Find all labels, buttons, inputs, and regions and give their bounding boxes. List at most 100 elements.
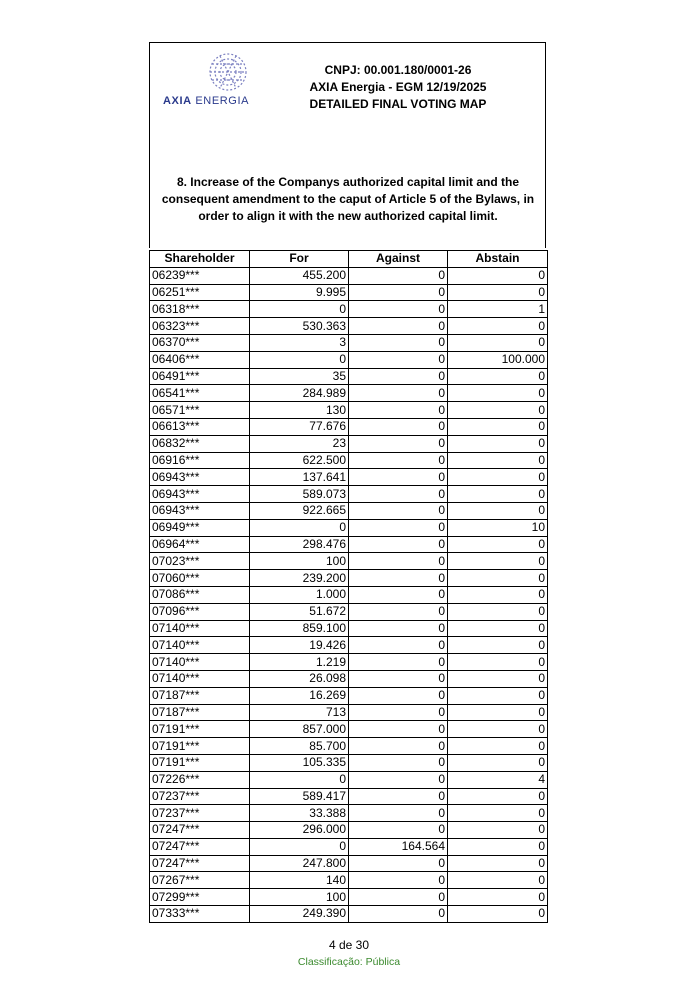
cell-shareholder: 07237***: [149, 787, 250, 806]
table-row: 06571*** 130 0 0: [149, 401, 548, 419]
cell-shareholder: 07191***: [149, 720, 250, 739]
cell-for: 589.073: [249, 485, 349, 503]
cell-shareholder: 06370***: [149, 333, 250, 352]
cell-against: 0: [348, 653, 448, 671]
cell-abstain: 0: [447, 837, 548, 856]
cell-against: 0: [348, 753, 448, 772]
cell-against: 0: [348, 518, 448, 537]
cell-against: 0: [348, 451, 448, 470]
cell-for: 26.098: [249, 669, 349, 688]
cell-for: 296.000: [249, 821, 349, 839]
cell-shareholder: 07140***: [149, 619, 250, 638]
cell-shareholder: 06251***: [149, 283, 250, 302]
cell-shareholder: 06964***: [149, 535, 250, 554]
cell-shareholder: 06943***: [149, 501, 250, 520]
cell-shareholder: 07187***: [149, 703, 250, 722]
cell-against: 0: [348, 569, 448, 587]
cell-for: 0: [249, 518, 349, 537]
table-row: 06832*** 23 0 0: [149, 434, 548, 453]
cell-shareholder: 07247***: [149, 854, 250, 873]
table-row: 06943*** 589.073 0 0: [149, 485, 548, 503]
table-row: 07267*** 140 0 0: [149, 871, 548, 890]
cell-shareholder: 07191***: [149, 753, 250, 772]
cell-against: 0: [348, 770, 448, 789]
cell-for: 530.363: [249, 317, 349, 335]
cell-abstain: 10: [447, 518, 548, 537]
cell-shareholder: 07237***: [149, 804, 250, 823]
cell-abstain: 0: [447, 653, 548, 671]
cell-against: 0: [348, 501, 448, 520]
table-row: 06406*** 0 0 100.000: [149, 350, 548, 369]
table-row: 07096*** 51.672 0 0: [149, 602, 548, 621]
cell-abstain: 0: [447, 367, 548, 386]
cell-for: 1.219: [249, 653, 349, 671]
cell-for: 35: [249, 367, 349, 386]
cell-shareholder: 06943***: [149, 485, 250, 503]
cell-against: 0: [348, 401, 448, 419]
cell-for: 857.000: [249, 720, 349, 739]
cell-shareholder: 07140***: [149, 653, 250, 671]
cell-for: 23: [249, 434, 349, 453]
cell-shareholder: 06571***: [149, 401, 250, 419]
table-row: 06613*** 77.676 0 0: [149, 417, 548, 436]
cell-abstain: 0: [447, 266, 548, 285]
table-row: 07140*** 1.219 0 0: [149, 653, 548, 671]
cell-against: 0: [348, 300, 448, 319]
cell-against: 164.564: [348, 837, 448, 856]
cell-abstain: 0: [447, 888, 548, 907]
cell-for: 0: [249, 770, 349, 789]
cell-abstain: 0: [447, 417, 548, 436]
cell-shareholder: 07333***: [149, 905, 250, 923]
cell-abstain: 0: [447, 317, 548, 335]
cell-abstain: 0: [447, 804, 548, 823]
table-row: 06943*** 922.665 0 0: [149, 501, 548, 520]
table-row: 06239*** 455.200 0 0: [149, 266, 548, 285]
cell-shareholder: 06541***: [149, 384, 250, 403]
table-row: 07191*** 105.335 0 0: [149, 753, 548, 772]
cell-against: 0: [348, 333, 448, 352]
cell-against: 0: [348, 703, 448, 722]
cell-shareholder: 07247***: [149, 821, 250, 839]
table-row: 07187*** 16.269 0 0: [149, 686, 548, 705]
cell-abstain: 0: [447, 485, 548, 503]
cell-abstain: 0: [447, 686, 548, 705]
cell-against: 0: [348, 720, 448, 739]
voting-table: Shareholder For Against Abstain 06239***…: [149, 250, 548, 923]
table-row: 06318*** 0 0 1: [149, 300, 548, 319]
cell-shareholder: 06949***: [149, 518, 250, 537]
cell-abstain: 0: [447, 854, 548, 873]
table-header-row: Shareholder For Against Abstain: [149, 250, 548, 268]
table-body: 06239*** 455.200 0 0 06251*** 9.995 0 0 06318***…: [149, 266, 548, 923]
table-row: 07060*** 239.200 0 0: [149, 569, 548, 587]
table-row: 07140*** 859.100 0 0: [149, 619, 548, 638]
cell-for: 922.665: [249, 501, 349, 520]
cell-against: 0: [348, 619, 448, 638]
cell-shareholder: 07060***: [149, 569, 250, 587]
cell-against: 0: [348, 737, 448, 755]
cell-for: 130: [249, 401, 349, 419]
cell-abstain: 0: [447, 753, 548, 772]
table-row: 07191*** 857.000 0 0: [149, 720, 548, 739]
cell-abstain: 0: [447, 703, 548, 722]
cell-abstain: 0: [447, 585, 548, 604]
cell-abstain: 0: [447, 401, 548, 419]
meeting-title: AXIA Energia - EGM 12/19/2025: [309, 80, 487, 94]
table-row: 07187*** 713 0 0: [149, 703, 548, 722]
cell-against: 0: [348, 485, 448, 503]
cell-against: 0: [348, 317, 448, 335]
cell-shareholder: 07191***: [149, 737, 250, 755]
table-row: 07140*** 26.098 0 0: [149, 669, 548, 688]
cell-shareholder: 06406***: [149, 350, 250, 369]
cell-for: 0: [249, 350, 349, 369]
cell-against: 0: [348, 417, 448, 436]
classification-label: Classificação: Pública: [297, 956, 401, 968]
header-frame: [149, 42, 546, 248]
table-row: 07023*** 100 0 0: [149, 552, 548, 571]
cell-for: 589.417: [249, 787, 349, 806]
cell-abstain: 0: [447, 737, 548, 755]
table-row: 07299*** 100 0 0: [149, 888, 548, 907]
cell-shareholder: 06323***: [149, 317, 250, 335]
page-number: 4 de 30: [328, 938, 370, 952]
cell-against: 0: [348, 602, 448, 621]
table-row: 07247*** 0 164.564 0: [149, 837, 548, 856]
